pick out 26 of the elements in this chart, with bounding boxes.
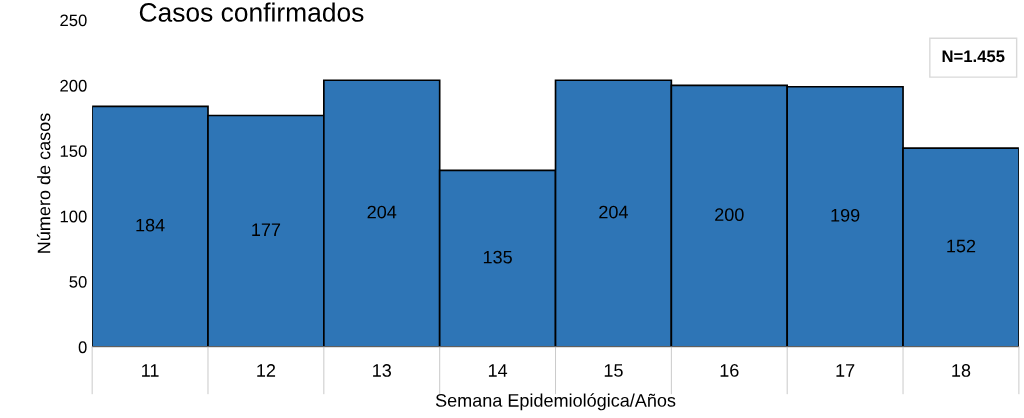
x-tick-label: 18: [952, 364, 971, 377]
data-label: 204: [367, 205, 397, 219]
data-label: 199: [831, 208, 860, 222]
x-tick-label: 12: [257, 364, 276, 377]
annotation: N=1.455: [942, 50, 1005, 63]
data-label: 177: [252, 223, 281, 236]
x-tick-label: 16: [720, 364, 739, 377]
data-label: 152: [947, 239, 976, 253]
y-tick-label: 250: [60, 14, 87, 27]
x-axis-title: Semana Epidemiológica/Años: [435, 393, 676, 411]
data-label: 200: [715, 208, 744, 222]
chart-title: Casos confirmados: [139, 2, 364, 22]
x-tick-label: 17: [836, 364, 855, 377]
y-tick-label: 150: [60, 145, 87, 158]
x-tick-label: 11: [142, 364, 159, 377]
y-tick-label: 50: [69, 275, 87, 288]
data-label: 204: [599, 205, 628, 219]
data-label: 184: [136, 218, 165, 232]
y-tick-label: 200: [60, 79, 87, 92]
x-tick-label: 13: [373, 364, 392, 377]
y-tick-label: 100: [60, 210, 87, 223]
y-tick-label: 0: [78, 341, 87, 354]
x-tick-label: 15: [604, 364, 623, 377]
y-axis-title: Número de casos: [36, 113, 51, 253]
data-label: 135: [483, 250, 512, 264]
x-tick-label: 14: [488, 364, 508, 377]
